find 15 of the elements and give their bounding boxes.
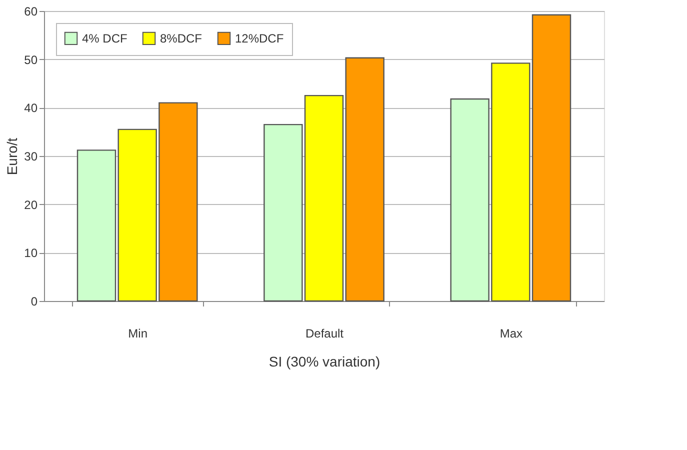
y-tick-label: 10 bbox=[24, 246, 38, 260]
legend-label: 4% DCF bbox=[82, 31, 128, 46]
y-tick-label: 50 bbox=[24, 52, 38, 67]
y-axis-title: Euro/t bbox=[4, 138, 20, 176]
y-tick-label: 20 bbox=[24, 198, 38, 212]
x-tick-label: Min bbox=[128, 326, 148, 340]
legend-label: 12%DCF bbox=[235, 31, 284, 46]
y-tick-label: 30 bbox=[24, 150, 38, 164]
x-tick-label: Max bbox=[500, 326, 523, 340]
x-tick-label: Default bbox=[305, 326, 344, 340]
y-tick-label: 40 bbox=[24, 101, 38, 116]
legend-label: 8%DCF bbox=[160, 31, 202, 46]
y-tick-label: 0 bbox=[30, 294, 38, 308]
x-axis-title: SI (30% variation) bbox=[268, 354, 380, 370]
y-tick-label: 60 bbox=[24, 4, 38, 18]
